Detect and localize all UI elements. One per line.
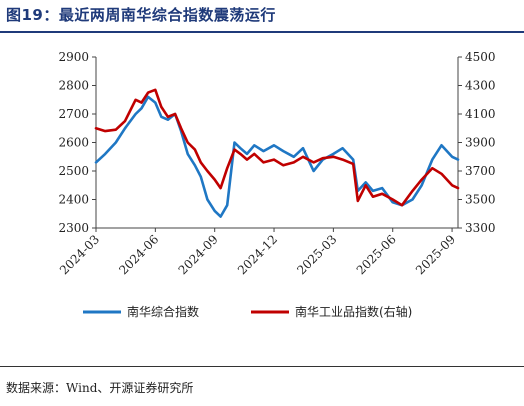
series-line-nanhua-industrial — [94, 88, 460, 207]
x-tick-label: 2025-09 — [413, 232, 458, 277]
x-tick-label: 2025-06 — [354, 232, 399, 277]
x-tick-label: 2025-03 — [294, 232, 339, 277]
right-tick-label: 4500 — [465, 50, 496, 64]
series-lines — [94, 88, 460, 218]
right-tick-label: 3500 — [465, 193, 496, 207]
legend-label: 南华工业品指数(右轴) — [295, 304, 412, 319]
left-tick-label: 2500 — [58, 164, 89, 178]
x-tick-label: 2024-09 — [176, 232, 221, 277]
x-tick-label: 2024-12 — [235, 232, 280, 277]
source-note: 数据来源：Wind、开源证券研究所 — [6, 381, 194, 395]
left-tick-label: 2600 — [58, 136, 89, 150]
left-tick-label: 2900 — [58, 50, 89, 64]
chart-area: 2300 2400 2500 2600 2700 2800 2900 3300 3500 370… — [57, 50, 496, 319]
x-tick-label: 2024-06 — [116, 232, 161, 277]
right-tick-label: 4100 — [465, 107, 496, 121]
left-tick-label: 2300 — [58, 221, 89, 235]
left-tick-label: 2700 — [58, 107, 89, 121]
left-tick-label: 2400 — [58, 193, 89, 207]
x-axis-ticks: 2024-03 2024-06 2024-09 2024-12 2025-03 2025-… — [57, 228, 458, 277]
legend-label: 南华综合指数 — [127, 304, 199, 319]
series-line-nanhua-composite — [94, 95, 460, 218]
right-tick-label: 3700 — [465, 164, 496, 178]
source-divider — [0, 366, 524, 367]
left-axis-ticks: 2300 2400 2500 2600 2700 2800 2900 — [58, 50, 96, 235]
title-divider — [0, 31, 524, 33]
left-tick-label: 2800 — [58, 79, 89, 93]
right-tick-label: 3900 — [465, 136, 496, 150]
legend: 南华综合指数 南华工业品指数(右轴) — [83, 304, 412, 319]
x-tick-label: 2024-03 — [57, 232, 102, 277]
right-axis-ticks: 3300 3500 3700 3900 4100 4300 4500 — [458, 50, 496, 235]
right-tick-label: 4300 — [465, 79, 496, 93]
chart-title: 图19：最近两周南华综合指数震荡运行 — [6, 6, 276, 24]
right-tick-label: 3300 — [465, 221, 496, 235]
